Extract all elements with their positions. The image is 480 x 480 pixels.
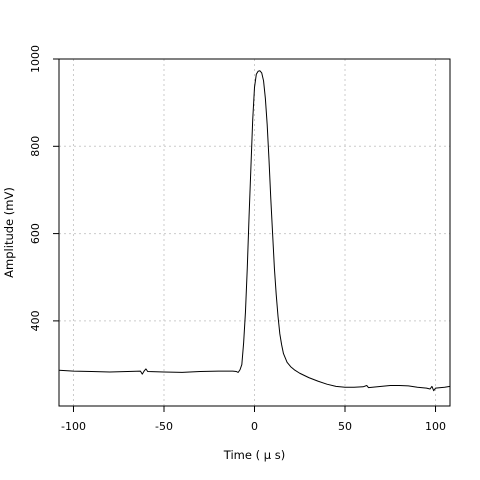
- x-axis-title: Time ( μ s): [223, 448, 285, 462]
- x-tick-label: -100: [61, 420, 86, 433]
- series-group: [58, 70, 451, 392]
- y-tick-label: 400: [29, 310, 42, 331]
- series-line: [58, 70, 451, 392]
- y-axis-title: Amplitude (mV): [2, 187, 16, 278]
- x-tick-label: 100: [425, 420, 446, 433]
- x-tick-label: 50: [338, 420, 352, 433]
- y-tick-label: 1000: [29, 45, 42, 73]
- y-tick-label: 800: [29, 136, 42, 157]
- grid-lines: [59, 58, 450, 406]
- axis-ticks: -100 -50 0 50 100 400 600 800 1000: [29, 45, 446, 433]
- x-tick-label: -50: [155, 420, 173, 433]
- x-tick-label: 0: [251, 420, 258, 433]
- plot-border: [58, 58, 451, 407]
- y-tick-label: 600: [29, 223, 42, 244]
